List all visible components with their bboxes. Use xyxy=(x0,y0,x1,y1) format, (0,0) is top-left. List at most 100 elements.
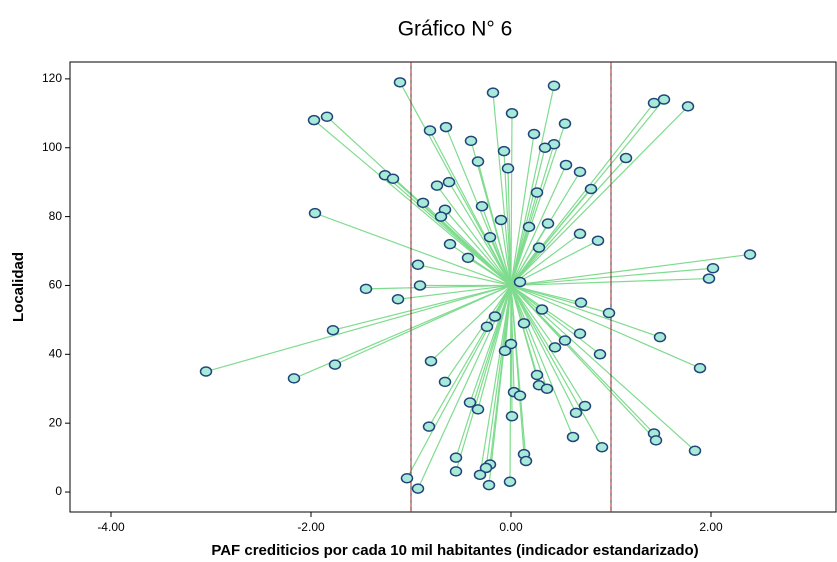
point xyxy=(559,159,573,171)
spoke xyxy=(510,253,751,287)
point xyxy=(411,259,425,271)
point xyxy=(702,273,716,284)
point xyxy=(449,466,463,477)
point xyxy=(416,197,430,209)
spoke xyxy=(440,216,512,286)
point xyxy=(494,214,508,226)
spoke xyxy=(397,284,512,300)
point xyxy=(505,108,519,119)
point xyxy=(480,321,494,333)
point xyxy=(430,180,444,191)
spoke xyxy=(488,285,512,486)
spoke xyxy=(314,212,512,287)
point xyxy=(535,304,549,315)
y-tick-label: 100 xyxy=(42,140,62,154)
spoke xyxy=(481,206,512,286)
point xyxy=(657,94,671,105)
point xyxy=(540,383,554,394)
chart-title: Gráfico N° 6 xyxy=(398,18,513,41)
point xyxy=(706,262,720,274)
point xyxy=(532,242,546,253)
spoke xyxy=(365,284,512,290)
point xyxy=(693,362,707,374)
spoke xyxy=(510,285,556,348)
spoke xyxy=(485,285,512,469)
point xyxy=(483,231,497,243)
point xyxy=(473,469,487,481)
spoke xyxy=(313,119,512,286)
point xyxy=(386,173,400,184)
spoke xyxy=(429,130,512,286)
point xyxy=(320,111,334,122)
point xyxy=(443,238,457,250)
spoke xyxy=(417,264,512,287)
x-tick-label: 0.00 xyxy=(499,520,523,534)
point xyxy=(569,407,583,419)
spoke xyxy=(448,181,512,286)
spoke xyxy=(510,223,549,286)
x-tick-label: 2.00 xyxy=(699,520,723,534)
point xyxy=(530,187,544,198)
point xyxy=(513,276,527,288)
plot-frame xyxy=(69,61,837,513)
y-tick-label: 60 xyxy=(49,278,63,292)
spoke xyxy=(510,277,710,287)
point xyxy=(498,345,512,357)
point xyxy=(199,366,213,377)
point xyxy=(527,128,541,140)
point xyxy=(547,80,561,92)
point xyxy=(471,404,485,415)
point xyxy=(584,183,598,195)
point xyxy=(438,376,452,388)
point xyxy=(307,114,321,126)
spoke xyxy=(510,285,574,438)
point xyxy=(573,228,587,240)
spoke xyxy=(507,168,512,286)
spoke xyxy=(510,85,555,286)
point xyxy=(681,101,695,112)
spoke xyxy=(509,285,512,482)
spoke xyxy=(205,284,512,373)
point xyxy=(326,324,340,336)
point xyxy=(522,221,536,233)
spoke xyxy=(510,267,714,287)
spoke xyxy=(510,285,577,414)
spoke xyxy=(510,157,627,286)
point xyxy=(422,421,436,432)
spoke xyxy=(399,82,512,286)
spoke xyxy=(510,226,530,286)
point xyxy=(566,431,580,443)
y-tick-label: 40 xyxy=(49,346,63,360)
point xyxy=(391,293,405,305)
point xyxy=(530,369,544,381)
spoke xyxy=(510,123,566,286)
point xyxy=(548,342,562,353)
spoke xyxy=(500,219,512,286)
spoke xyxy=(510,113,513,286)
point xyxy=(501,163,515,174)
point xyxy=(619,152,633,164)
point xyxy=(517,318,531,329)
point xyxy=(482,479,496,491)
point xyxy=(449,452,463,463)
spoke xyxy=(510,105,689,286)
point xyxy=(602,307,616,319)
spoke xyxy=(332,284,512,331)
point xyxy=(743,249,757,260)
point xyxy=(573,328,587,339)
centroid xyxy=(509,283,513,287)
y-tick-label: 20 xyxy=(49,415,63,429)
point xyxy=(558,335,572,346)
spoke xyxy=(510,285,540,386)
point xyxy=(486,87,500,98)
point xyxy=(424,355,438,367)
point xyxy=(541,218,555,229)
spoke xyxy=(455,285,512,458)
point xyxy=(503,476,517,487)
spoke xyxy=(477,161,512,286)
point xyxy=(287,373,301,384)
y-tick-label: 120 xyxy=(42,71,62,85)
spoke xyxy=(510,285,586,407)
point xyxy=(393,77,407,88)
point xyxy=(434,211,448,222)
